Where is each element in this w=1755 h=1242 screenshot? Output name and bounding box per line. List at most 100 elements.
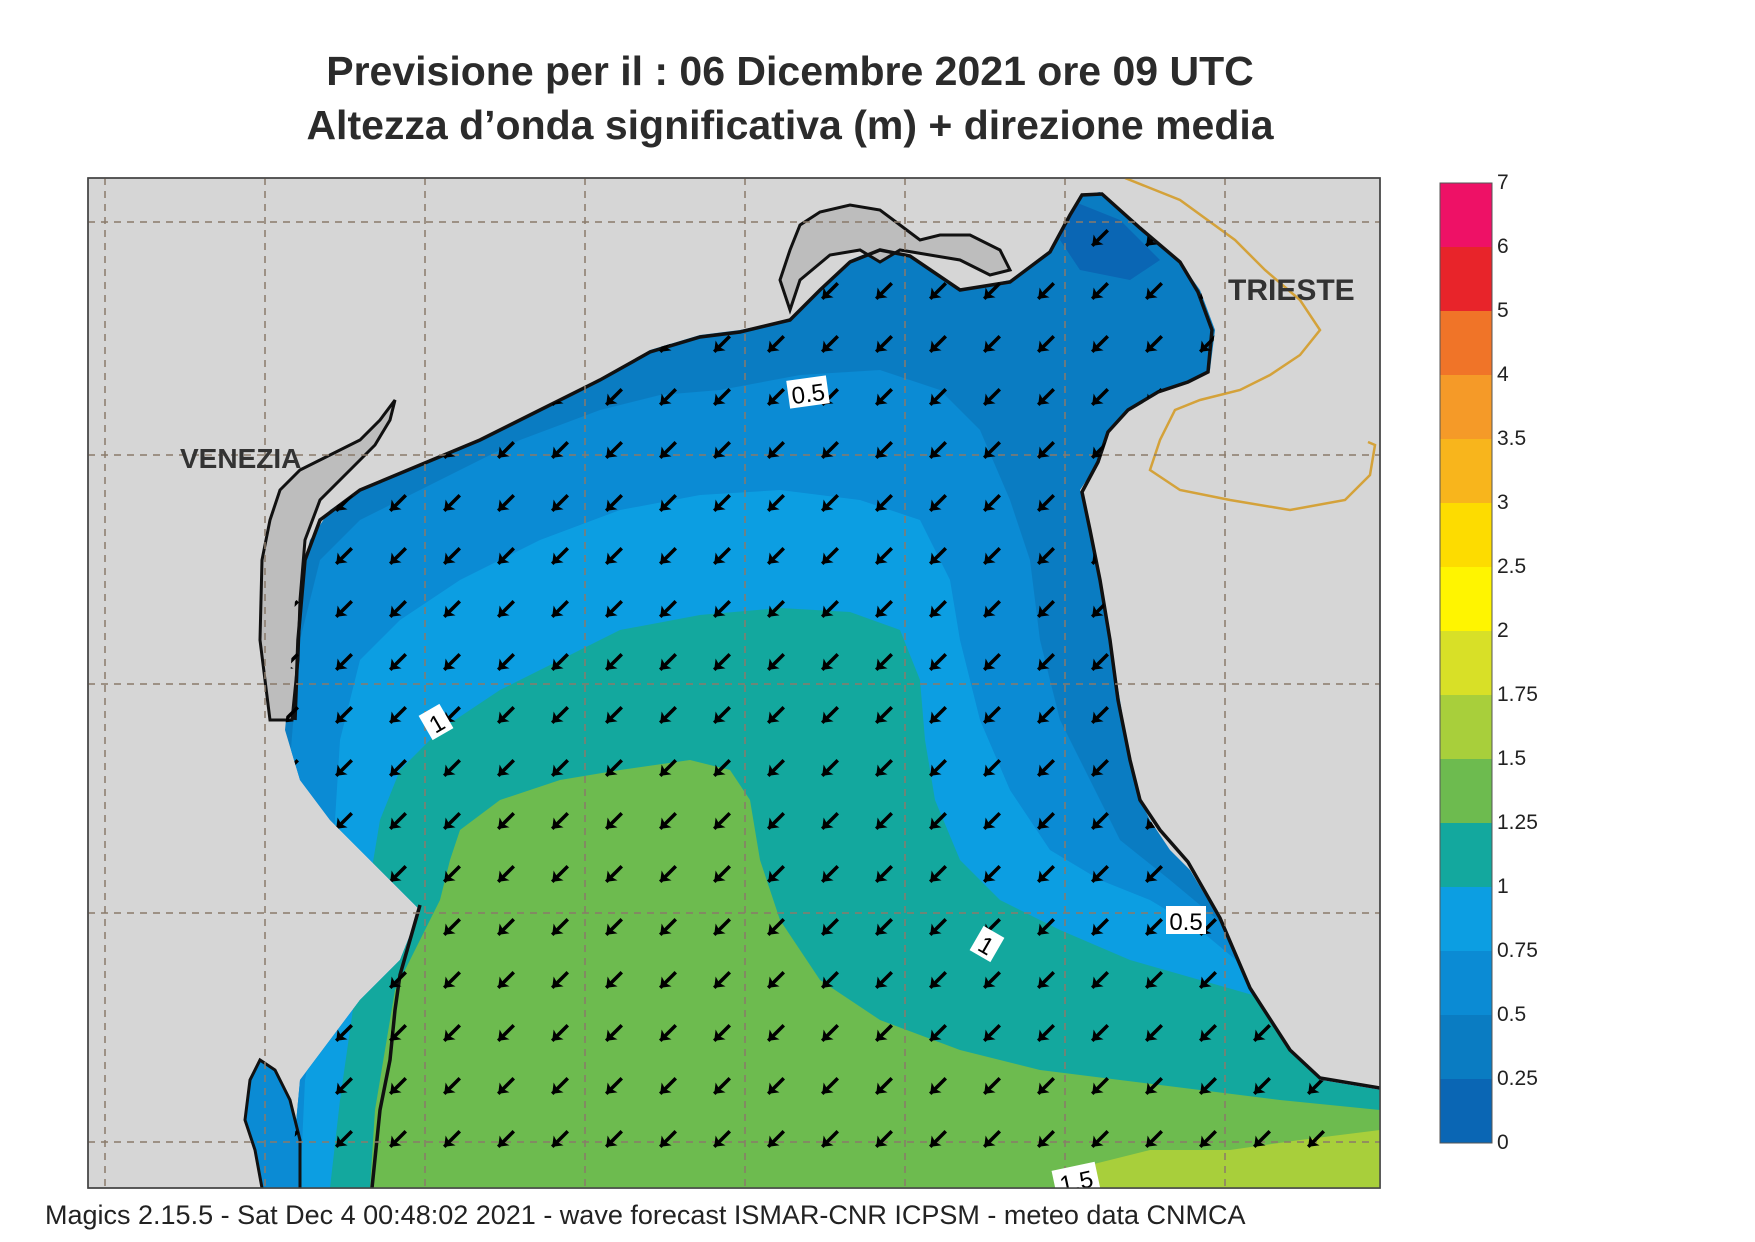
direction-arrow [1144, 1076, 1164, 1096]
direction-arrow [766, 599, 786, 619]
svg-text:0.5: 0.5 [790, 379, 827, 410]
direction-arrow [874, 1023, 894, 1043]
direction-arrow [658, 1076, 678, 1096]
direction-arrow [928, 864, 948, 884]
direction-arrow [1306, 1076, 1326, 1096]
direction-arrow [982, 864, 1002, 884]
south-coastline [370, 904, 422, 1188]
direction-arrow [1036, 1076, 1056, 1096]
direction-arrow [334, 546, 354, 566]
direction-arrow [388, 546, 408, 566]
direction-arrow [388, 705, 408, 725]
direction-arrow [604, 1076, 624, 1096]
direction-arrow [334, 599, 354, 619]
direction-arrow [712, 758, 732, 778]
direction-arrow [334, 1023, 354, 1043]
direction-arrow [442, 1129, 462, 1149]
direction-arrow [1198, 1076, 1218, 1096]
direction-arrow [550, 1076, 570, 1096]
direction-arrow [658, 599, 678, 619]
direction-arrow [874, 917, 894, 937]
legend-tick-label: 1.25 [1497, 811, 1538, 834]
direction-arrow [928, 1129, 948, 1149]
direction-arrow [982, 599, 1002, 619]
direction-arrow [712, 811, 732, 831]
direction-arrow [658, 546, 678, 566]
direction-arrow [388, 970, 408, 990]
direction-arrow [766, 1076, 786, 1096]
direction-arrow [1252, 1129, 1272, 1149]
svg-text:1.5: 1.5 [1057, 1166, 1095, 1199]
direction-arrow [550, 599, 570, 619]
direction-arrow [442, 864, 462, 884]
direction-arrow [1252, 1076, 1272, 1096]
direction-arrow [496, 493, 516, 513]
direction-arrow [1090, 387, 1110, 407]
direction-arrow [388, 493, 408, 513]
direction-arrow [1198, 1129, 1218, 1149]
legend-swatch [1440, 375, 1492, 439]
direction-arrow [550, 1023, 570, 1043]
direction-arrow [820, 758, 840, 778]
direction-arrow [766, 1023, 786, 1043]
direction-arrow [874, 440, 894, 460]
direction-arrow [766, 811, 786, 831]
legend-tick-label: 4 [1497, 363, 1509, 386]
direction-arrow [442, 1076, 462, 1096]
direction-arrow [766, 493, 786, 513]
direction-arrow [550, 917, 570, 937]
direction-arrow [550, 493, 570, 513]
legend-swatch [1440, 887, 1492, 951]
legend-tick-label: 1.75 [1497, 683, 1538, 706]
direction-arrow [982, 811, 1002, 831]
direction-arrow [928, 917, 948, 937]
direction-arrow [1090, 334, 1110, 354]
legend-swatch [1440, 695, 1492, 759]
legend-tick-label: 0.5 [1497, 1003, 1526, 1026]
color-legend: 7 6 5 4 3.5 3 2.5 2 1.75 1.5 1.25 1 0.75 0.5 0.25 0 [1439, 171, 1538, 1154]
direction-arrow [712, 546, 732, 566]
direction-arrow [550, 864, 570, 884]
contour-label-a: 0.5 [786, 375, 830, 410]
direction-arrow [496, 440, 516, 460]
direction-arrow [604, 493, 624, 513]
legend-swatch [1440, 439, 1492, 503]
direction-arrow [928, 493, 948, 513]
direction-arrow [496, 811, 516, 831]
direction-arrow [1144, 334, 1164, 354]
direction-arrow [928, 705, 948, 725]
band-1.5-1.75 [1080, 1130, 1380, 1188]
direction-arrow [658, 1023, 678, 1043]
direction-arrow [496, 1129, 516, 1149]
legend-tick-label: 5 [1497, 299, 1509, 322]
direction-arrow [766, 652, 786, 672]
direction-arrow [604, 546, 624, 566]
direction-arrow [928, 758, 948, 778]
direction-arrow [388, 599, 408, 619]
direction-arrow [1036, 387, 1056, 407]
coastline [293, 192, 1380, 1090]
direction-arrow [1198, 970, 1218, 990]
legend-swatch [1440, 567, 1492, 631]
map-subtitle: Altezza d’onda significativa (m) + direz… [306, 102, 1274, 148]
direction-arrow [1144, 1023, 1164, 1043]
direction-arrow [550, 970, 570, 990]
direction-arrow [820, 1023, 840, 1043]
direction-arrow [982, 546, 1002, 566]
direction-arrow [874, 1129, 894, 1149]
direction-arrow [712, 864, 732, 884]
direction-arrow [496, 1023, 516, 1043]
direction-arrow [496, 705, 516, 725]
direction-arrow [874, 387, 894, 407]
po-delta [243, 1057, 302, 1188]
direction-arrow [1306, 1129, 1326, 1149]
direction-arrow [334, 758, 354, 778]
direction-arrow [982, 440, 1002, 460]
direction-arrow [982, 1076, 1002, 1096]
direction-arrow [1036, 917, 1056, 937]
direction-arrow [874, 811, 894, 831]
direction-arrow [658, 864, 678, 884]
legend-swatch [1440, 631, 1492, 695]
direction-arrow [604, 864, 624, 884]
